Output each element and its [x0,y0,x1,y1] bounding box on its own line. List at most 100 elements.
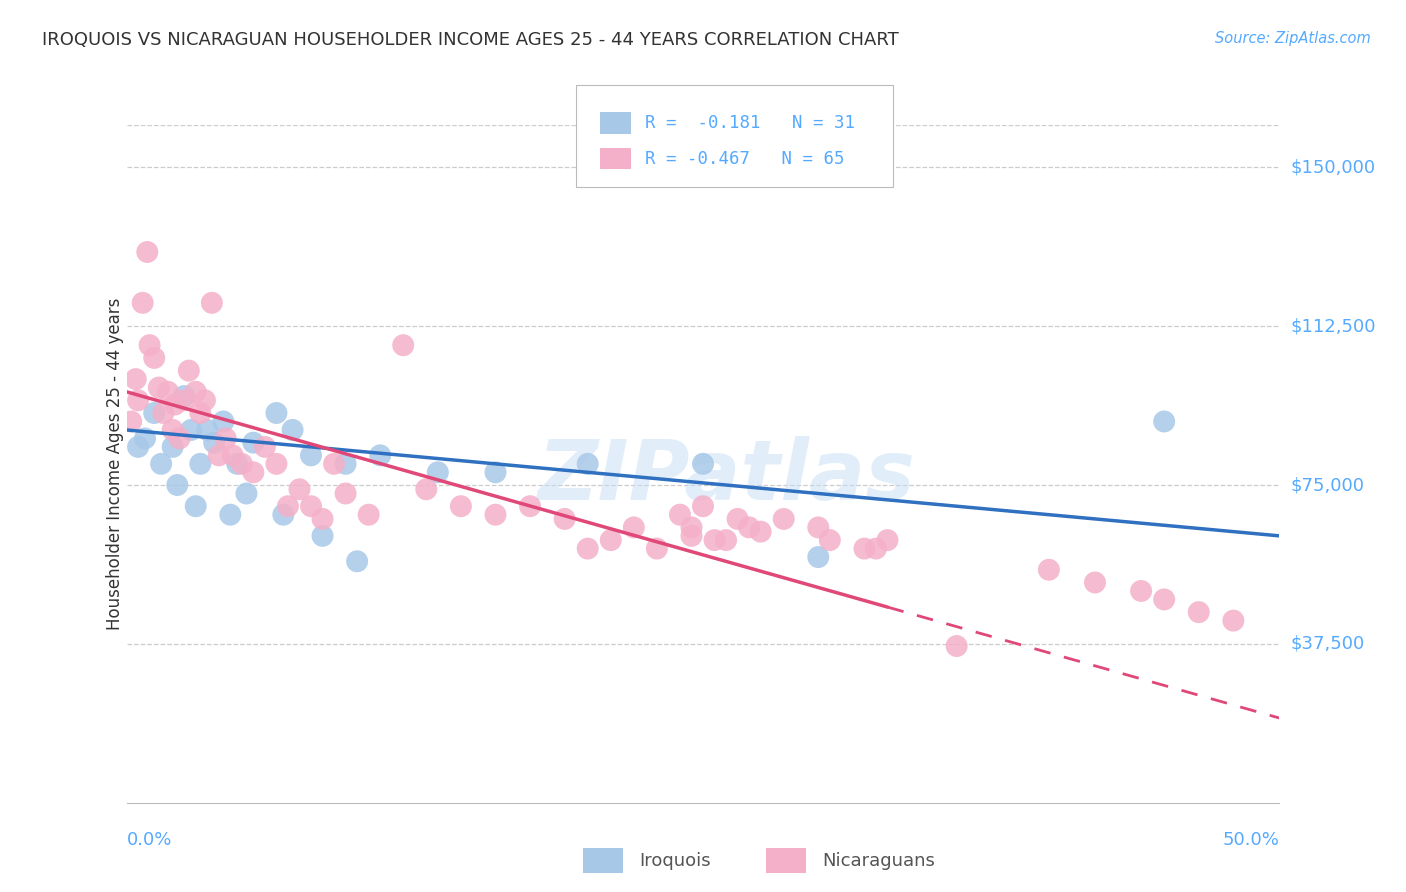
Point [576,541,599,556]
Text: Iroquois: Iroquois [640,852,711,870]
Point [148,380,170,394]
Text: R = -0.467   N = 65: R = -0.467 N = 65 [645,150,845,168]
Point [152,406,174,420]
Point [392,338,415,352]
Point [1084,575,1107,590]
Text: $37,500: $37,500 [1291,635,1365,653]
Point [202,435,225,450]
Point [201,295,224,310]
Point [231,457,253,471]
Point [1038,563,1060,577]
Point [180,423,202,437]
Point [311,512,333,526]
Point [1188,605,1211,619]
Point [807,549,830,565]
Point [599,533,621,547]
Point [219,508,242,522]
Point [554,512,576,526]
Point [738,520,761,534]
Point [945,639,967,653]
Text: ZIPatlas: ZIPatlas [537,436,915,517]
Point [692,457,714,471]
Point [134,432,156,446]
Point [226,457,249,471]
Point [818,533,841,547]
Point [576,457,599,471]
Point [714,533,737,547]
Point [169,432,191,446]
Point [645,541,668,556]
Point [450,500,472,514]
Point [266,457,288,471]
Point [125,372,148,386]
Point [166,478,188,492]
Point [242,435,264,450]
Point [212,414,235,428]
Y-axis label: Householder Income Ages 25 - 44 years: Householder Income Ages 25 - 44 years [107,298,124,630]
Point [163,398,186,412]
Point [120,414,142,428]
Text: R =  -0.181   N = 31: R = -0.181 N = 31 [645,114,855,132]
Point [208,448,231,462]
Text: $75,000: $75,000 [1291,476,1365,494]
Point [368,448,391,462]
Point [157,384,180,399]
Text: Nicaraguans: Nicaraguans [823,852,935,870]
Point [357,508,380,522]
Point [772,512,794,526]
Point [273,508,295,522]
Point [162,440,184,454]
Point [484,466,506,480]
Point [143,406,166,420]
Point [1153,592,1175,607]
Point [1130,583,1153,598]
Point [415,482,437,496]
Point [188,406,211,420]
Point [266,406,288,420]
Point [299,448,322,462]
Point [235,486,257,500]
Point [323,457,346,471]
Point [242,466,264,480]
Point [311,529,333,543]
Point [277,500,299,514]
Point [876,533,898,547]
Point [519,500,541,514]
Point [195,423,218,437]
Point [727,512,749,526]
Point [749,524,772,539]
Text: $112,500: $112,500 [1291,318,1376,335]
Point [335,486,357,500]
Point [1153,414,1175,428]
Point [703,533,725,547]
Point [188,457,211,471]
Point [681,520,703,534]
Point [346,554,368,568]
Point [1222,614,1244,628]
Point [184,500,207,514]
Text: 0.0%: 0.0% [127,830,172,848]
Point [162,423,184,437]
Text: IROQUOIS VS NICARAGUAN HOUSEHOLDER INCOME AGES 25 - 44 YEARS CORRELATION CHART: IROQUOIS VS NICARAGUAN HOUSEHOLDER INCOM… [42,31,898,49]
Point [173,389,195,403]
Point [253,440,276,454]
Point [669,508,692,522]
Point [136,244,159,259]
Point [692,500,714,514]
Point [426,466,449,480]
Point [288,482,311,496]
Point [807,520,830,534]
Point [215,432,238,446]
Point [131,295,153,310]
Text: Source: ZipAtlas.com: Source: ZipAtlas.com [1215,31,1371,46]
Point [127,440,149,454]
Point [853,541,876,556]
Point [127,393,149,408]
Point [143,351,166,365]
Point [184,384,207,399]
Point [173,393,195,408]
Point [138,338,160,352]
Point [484,508,506,522]
Point [623,520,645,534]
Point [335,457,357,471]
